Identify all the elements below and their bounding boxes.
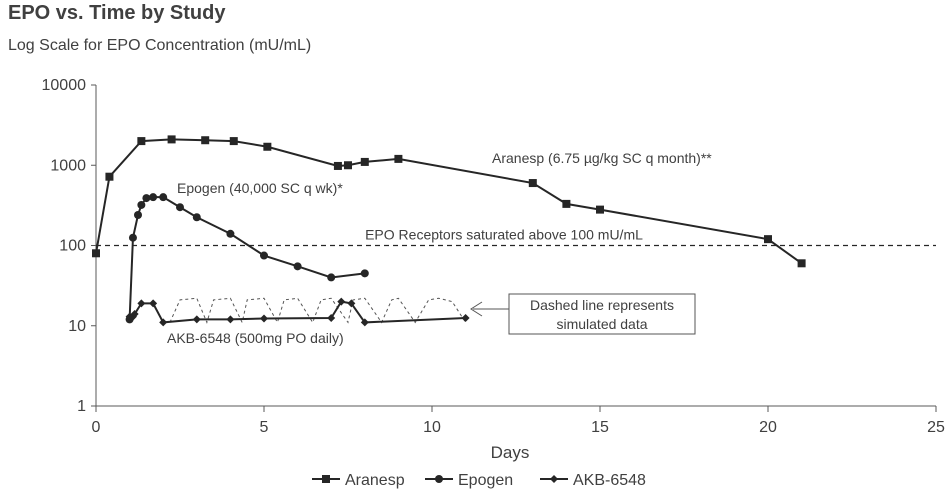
simulated-data-dashed-line <box>169 297 467 324</box>
aranesp-point <box>344 161 352 170</box>
x-tick-label: 5 <box>260 419 269 436</box>
epogen-point <box>327 273 336 282</box>
x-tick-label: 10 <box>423 419 441 436</box>
simulated-note-line-1: Dashed line represents <box>530 297 674 313</box>
legend-akb-6548-label: AKB-6548 <box>573 472 646 489</box>
reference-line-label: EPO Receptors saturated above 100 mU/mL <box>365 227 643 243</box>
legend-epogen-label: Epogen <box>458 472 513 489</box>
simulated-line-group <box>169 297 467 324</box>
epogen-point <box>293 262 302 271</box>
aranesp-point <box>764 235 772 244</box>
y-tick-label: 1 <box>77 398 86 415</box>
aranesp-annotation: Aranesp (6.75 µg/kg SC q month)** <box>492 150 712 166</box>
akb-6548-point <box>461 313 470 322</box>
legend-aranesp-label: Aranesp <box>345 472 405 489</box>
aranesp-point <box>229 137 238 146</box>
x-tick-label: 15 <box>591 419 609 436</box>
epogen-point <box>260 251 268 260</box>
epogen-point <box>128 233 137 242</box>
legend-akb-6548-marker <box>550 475 558 483</box>
aranesp-point <box>105 172 114 181</box>
legend-epogen-marker <box>435 475 443 483</box>
chart-title: EPO vs. Time by Study <box>8 2 226 24</box>
aranesp-point <box>596 205 604 214</box>
epogen-annotation: Epogen (40,000 SC q wk)* <box>177 180 343 196</box>
aranesp-point <box>360 157 369 166</box>
y-tick-label: 10000 <box>42 77 87 94</box>
akb-6548-point <box>159 318 168 327</box>
aranesp-point <box>333 161 342 170</box>
akb-6548-line <box>128 300 466 324</box>
aranesp-point <box>394 154 403 163</box>
akb-6548-point <box>347 299 356 308</box>
x-axis-title: Days <box>491 443 530 462</box>
aranesp-point <box>167 135 176 144</box>
x-tick-label: 20 <box>759 419 777 436</box>
epogen-point <box>192 213 201 222</box>
aranesp-point <box>137 137 146 146</box>
aranesp-point <box>92 249 100 258</box>
epogen-point <box>149 193 158 202</box>
y-tick-label: 100 <box>59 238 86 255</box>
chart-subtitle: Log Scale for EPO Concentration (mU/mL) <box>8 37 312 54</box>
epogen-point <box>142 194 151 203</box>
x-tick-label: 25 <box>927 419 945 436</box>
aranesp-point <box>797 259 806 268</box>
epogen-point <box>159 193 168 202</box>
series-group <box>92 135 806 327</box>
y-tick-label: 1000 <box>50 157 86 174</box>
akb-6548-point <box>260 314 268 323</box>
x-tick-label: 0 <box>92 419 101 436</box>
annotations-group: Aranesp (6.75 µg/kg SC q month)** Epogen … <box>167 150 712 346</box>
akb-6548-point <box>360 318 369 327</box>
aranesp-line <box>95 138 803 265</box>
legend: Aranesp Epogen AKB-6548 <box>312 472 646 489</box>
epogen-point <box>226 229 235 238</box>
aranesp-point <box>201 136 210 145</box>
simulated-note-arrow-head <box>470 301 483 317</box>
akb-6548-point <box>226 315 235 324</box>
akb-6548-point <box>337 297 346 306</box>
akb-6548-point <box>130 310 139 319</box>
epogen-point <box>360 269 369 278</box>
akb-6548-annotation: AKB-6548 (500mg PO daily) <box>167 330 344 346</box>
akb-6548-point <box>192 315 201 324</box>
aranesp-point <box>562 199 571 208</box>
akb-6548-point <box>137 299 146 308</box>
reference-line-group: EPO Receptors saturated above 100 mU/mL <box>96 227 936 247</box>
y-tick-label: 10 <box>68 318 86 335</box>
aranesp-point <box>263 142 272 151</box>
epogen-point <box>137 200 146 209</box>
akb-6548-point <box>327 313 336 322</box>
aranesp-point <box>528 179 537 188</box>
epogen-point <box>134 210 142 219</box>
axes: 1 10 100 1000 10000 0 5 10 15 20 25 Days <box>42 77 946 462</box>
simulated-note-box <box>508 293 696 335</box>
epogen-point <box>176 203 184 212</box>
simulated-note-line-2: simulated data <box>556 316 647 332</box>
akb-6548-point <box>149 299 158 308</box>
legend-aranesp-marker <box>322 475 330 483</box>
